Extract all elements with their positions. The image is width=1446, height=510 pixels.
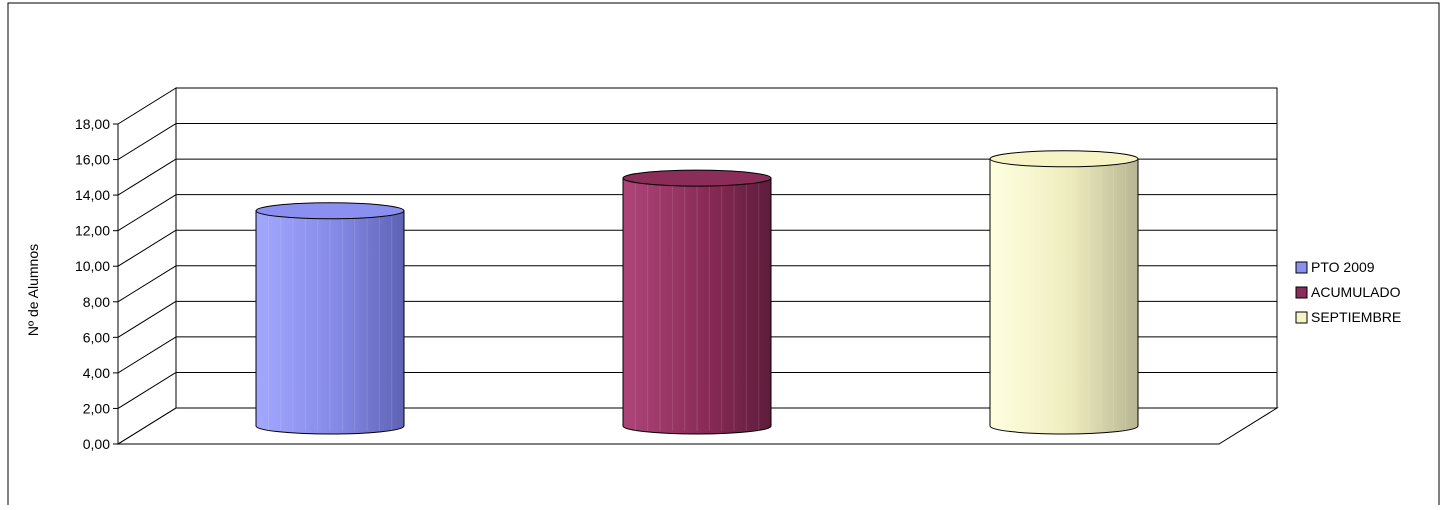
legend-label-acumulado: ACUMULADO bbox=[1311, 284, 1401, 300]
bar-pto-2009 bbox=[255, 202, 405, 435]
y-tick-label: 6,00 bbox=[83, 329, 110, 345]
legend: PTO 2009 ACUMULADO SEPTIEMBRE bbox=[1295, 259, 1401, 325]
bar-top bbox=[622, 169, 772, 187]
gridline-side bbox=[117, 194, 177, 232]
bar-acumulado bbox=[622, 169, 772, 435]
y-tick-label: 2,00 bbox=[83, 400, 110, 416]
bar-top bbox=[989, 150, 1139, 168]
bar-septiembre bbox=[989, 150, 1139, 435]
y-tick-label: 10,00 bbox=[75, 258, 110, 274]
legend-label-pto-2009: PTO 2009 bbox=[1311, 259, 1375, 275]
chart-border bbox=[7, 2, 1440, 505]
bars bbox=[255, 150, 1139, 435]
bar-body bbox=[989, 158, 1139, 435]
legend-label-septiembre: SEPTIEMBRE bbox=[1311, 309, 1401, 325]
gridline-side bbox=[117, 265, 177, 303]
y-axis-ticks: 0,00 2,00 4,00 6,00 8,00 10,00 12,00 14,00 16,00… bbox=[75, 116, 118, 452]
legend-swatch-septiembre bbox=[1295, 311, 1308, 324]
floor bbox=[116, 407, 1279, 445]
y-tick-label: 16,00 bbox=[75, 152, 110, 168]
y-tick-label: 4,00 bbox=[83, 365, 110, 381]
legend-swatch-pto-2009 bbox=[1295, 261, 1308, 274]
y-tick-label: 12,00 bbox=[75, 223, 110, 239]
y-axis-label: Nº de Alumnos bbox=[25, 244, 41, 336]
bar-body bbox=[622, 177, 772, 435]
gridline-side bbox=[117, 123, 177, 160]
y-tick-label: 18,00 bbox=[75, 116, 110, 132]
gridline-side bbox=[117, 300, 177, 338]
bar-body bbox=[255, 210, 405, 435]
gridline-side bbox=[117, 229, 177, 267]
y-tick-label: 0,00 bbox=[83, 436, 110, 452]
y-tick-label: 8,00 bbox=[83, 294, 110, 310]
y-tick-label: 14,00 bbox=[75, 187, 110, 203]
gridline-side bbox=[117, 336, 177, 374]
gridline-side bbox=[117, 372, 177, 409]
legend-swatch-acumulado bbox=[1295, 286, 1308, 299]
gridline-side bbox=[117, 158, 177, 196]
bar-top bbox=[255, 202, 405, 220]
